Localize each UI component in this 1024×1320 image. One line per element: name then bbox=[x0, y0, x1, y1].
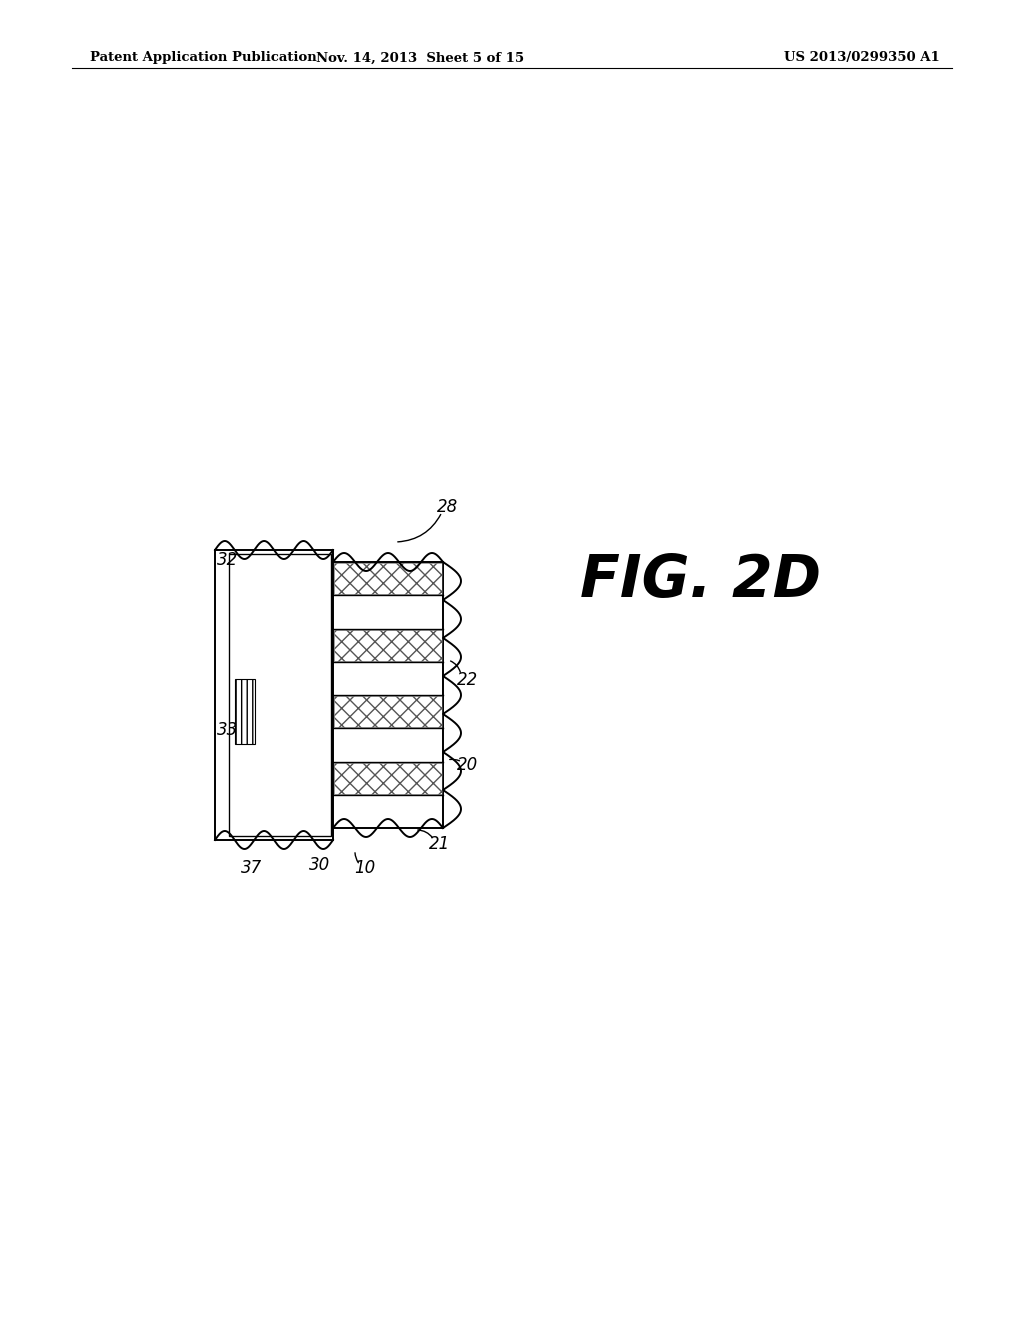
Text: 28: 28 bbox=[437, 498, 459, 516]
Text: US 2013/0299350 A1: US 2013/0299350 A1 bbox=[784, 51, 940, 65]
Text: 22: 22 bbox=[458, 671, 478, 689]
Text: 33: 33 bbox=[217, 721, 239, 739]
Bar bbox=[215, 550, 333, 840]
Text: 32: 32 bbox=[217, 550, 239, 569]
Bar bbox=[333, 562, 443, 828]
Bar bbox=[229, 554, 331, 836]
Bar bbox=[334, 564, 442, 594]
Text: FIG. 2D: FIG. 2D bbox=[580, 552, 821, 609]
Text: 21: 21 bbox=[429, 836, 451, 853]
Bar bbox=[234, 680, 255, 744]
Bar bbox=[334, 763, 442, 793]
Text: 30: 30 bbox=[309, 855, 331, 874]
Text: 10: 10 bbox=[354, 859, 376, 876]
Text: 37: 37 bbox=[242, 859, 262, 876]
Text: Nov. 14, 2013  Sheet 5 of 15: Nov. 14, 2013 Sheet 5 of 15 bbox=[316, 51, 524, 65]
Text: Patent Application Publication: Patent Application Publication bbox=[90, 51, 316, 65]
Bar bbox=[334, 630, 442, 661]
Bar bbox=[334, 696, 442, 727]
Text: 20: 20 bbox=[458, 756, 478, 774]
